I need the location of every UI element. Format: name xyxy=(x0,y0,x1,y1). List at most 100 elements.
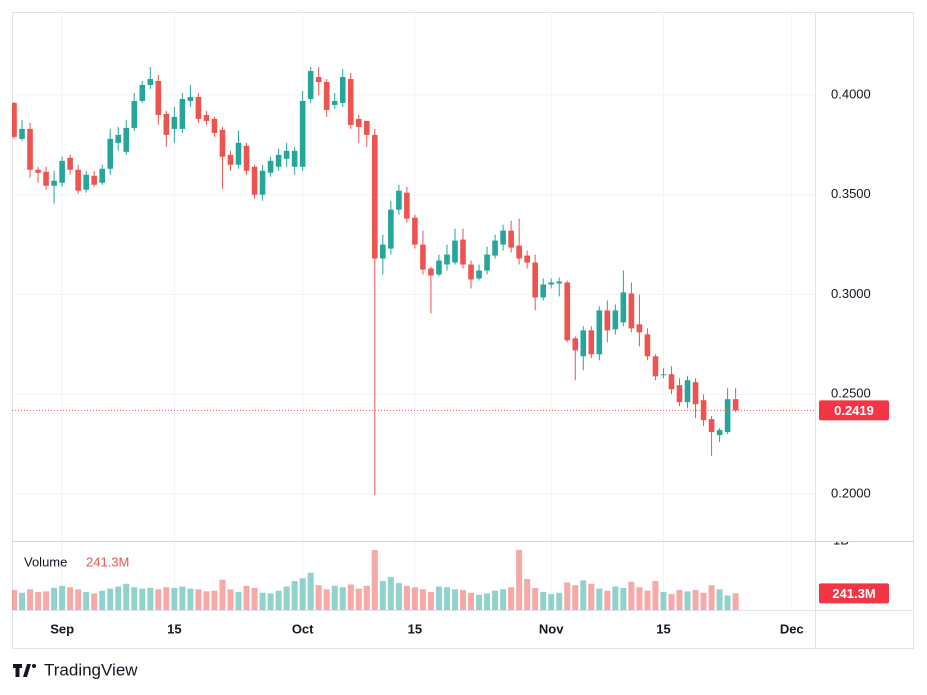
candle-body xyxy=(307,71,314,99)
candle-body xyxy=(708,419,715,433)
volume-axis: 1B xyxy=(833,532,849,547)
volume-bar xyxy=(724,595,731,610)
volume-bar xyxy=(67,587,74,610)
candle-body xyxy=(404,192,410,219)
volume-bar xyxy=(107,588,114,610)
candle-body xyxy=(347,79,354,125)
candle-body xyxy=(548,282,555,285)
volume-bar xyxy=(460,589,467,610)
candle-body xyxy=(299,100,306,167)
candle-body xyxy=(235,142,242,165)
candle-body xyxy=(660,374,667,376)
candle-body xyxy=(388,209,394,249)
volume-bar xyxy=(155,589,162,610)
volume-bar xyxy=(676,589,683,610)
candle-body xyxy=(444,254,450,265)
volume-bar xyxy=(443,587,450,610)
candle-body xyxy=(163,113,170,135)
volume-bar xyxy=(211,590,218,610)
x-tick-label: 15 xyxy=(408,621,422,636)
candle-body xyxy=(147,79,154,86)
y-tick-label: 0.4000 xyxy=(831,86,871,101)
candle-body xyxy=(171,116,178,129)
y-tick-label: 0.2500 xyxy=(831,386,871,401)
volume-bar xyxy=(492,590,499,610)
volume-bar xyxy=(227,589,234,610)
volume-bar xyxy=(99,590,106,610)
volume-bar xyxy=(684,591,691,610)
volume-bar xyxy=(339,587,346,610)
volume-bar xyxy=(564,582,571,610)
candle-body xyxy=(684,380,691,403)
candle-body xyxy=(12,102,17,137)
volume-bar xyxy=(668,594,675,610)
volume-bar xyxy=(331,585,338,610)
candle-body xyxy=(540,284,546,298)
candle-body xyxy=(211,118,218,133)
candle-body xyxy=(331,100,338,105)
volume-bar xyxy=(51,587,58,610)
volume-bar xyxy=(259,592,266,610)
volume-bar xyxy=(35,592,42,610)
volume-bar xyxy=(203,591,210,610)
volume-bar xyxy=(163,587,170,610)
candle-body xyxy=(652,356,659,377)
candle-body xyxy=(596,310,603,355)
volume-bar xyxy=(708,585,715,610)
volume-bar xyxy=(299,578,306,610)
candle-body xyxy=(468,264,474,280)
candle-body xyxy=(612,310,619,330)
candle-body xyxy=(676,385,683,403)
candle-body xyxy=(428,268,434,276)
volume-bar xyxy=(588,583,595,610)
volume-bar xyxy=(644,590,651,610)
volume-bar xyxy=(347,584,354,610)
candle-body xyxy=(315,77,322,83)
volume-bar xyxy=(267,593,274,610)
candle-body xyxy=(508,230,514,248)
candle-body xyxy=(339,77,346,103)
candle-body xyxy=(604,310,611,331)
x-tick-label: 15 xyxy=(656,621,670,636)
candle-body xyxy=(243,145,250,171)
candle-body xyxy=(532,262,538,298)
candle-body xyxy=(91,175,97,185)
x-tick-label: Oct xyxy=(292,621,314,636)
candle-body xyxy=(27,128,33,170)
candle-body xyxy=(219,129,226,157)
volume-bar xyxy=(27,589,34,610)
candle-body xyxy=(139,85,146,101)
candle-body xyxy=(363,120,370,135)
volume-bar xyxy=(556,592,563,610)
volume-bar xyxy=(179,586,186,610)
volume-bar xyxy=(692,589,699,610)
last-price-tag xyxy=(819,400,889,421)
volume-bar xyxy=(732,593,739,610)
candle-body xyxy=(187,96,194,101)
candle-body xyxy=(524,255,530,263)
volume-bar xyxy=(115,586,122,610)
candle-body xyxy=(259,170,266,195)
volume-bar xyxy=(716,589,723,610)
volume-bar xyxy=(315,585,322,610)
volume-bar xyxy=(468,592,475,610)
volume-bar xyxy=(19,592,26,610)
candle-body xyxy=(572,338,579,351)
volume-tick-label: 1B xyxy=(833,532,849,547)
volume-bar xyxy=(243,585,250,610)
candle-body xyxy=(724,399,731,433)
volume-bar xyxy=(323,589,330,610)
candle-body xyxy=(131,100,138,128)
volume-bar xyxy=(171,587,178,610)
candle-body xyxy=(251,166,258,195)
candle-body xyxy=(179,98,186,129)
volume-legend-name: Volume xyxy=(24,554,67,569)
volume-bar xyxy=(524,578,531,610)
volume-bar xyxy=(123,583,130,610)
candle-body xyxy=(668,374,675,390)
volume-bar xyxy=(219,579,226,610)
candle-body xyxy=(115,134,122,143)
x-tick-label: Nov xyxy=(539,621,564,636)
volume-bar xyxy=(500,589,507,610)
y-tick-label: 0.3500 xyxy=(831,186,871,201)
